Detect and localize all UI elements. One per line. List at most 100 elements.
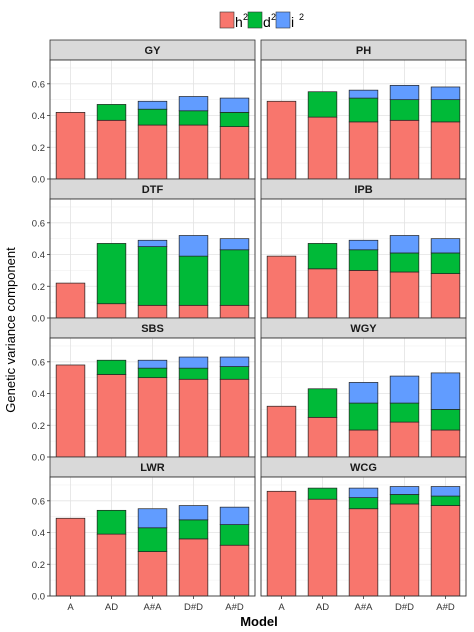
bar-ph-aa-i2 — [348, 89, 379, 99]
bar-dtf-aa-d2 — [137, 246, 168, 306]
bar-dtf-ad-h2 — [219, 304, 250, 319]
y-tick-label: 0.2 — [32, 560, 45, 571]
bar-wcg-ad-h2 — [307, 498, 338, 597]
bar-lwr-ad-h2 — [96, 533, 127, 597]
x-axis-title: Model — [240, 614, 278, 629]
bar-dtf-aa-i2 — [137, 239, 168, 247]
x-tick-label: A#A — [144, 602, 163, 613]
y-tick-label: 0.0 — [32, 175, 45, 186]
bar-lwr-dd-d2 — [178, 519, 209, 540]
y-tick-label: 0.6 — [32, 357, 45, 368]
bar-ph-aa-d2 — [348, 97, 379, 123]
y-tick-label: 0.0 — [32, 453, 45, 464]
bar-wcg-ad-d2 — [307, 487, 338, 500]
bar-sbs-ad-d2 — [96, 359, 127, 375]
bar-wgy-a-h2 — [266, 405, 297, 458]
legend-label: i — [291, 14, 294, 30]
bar-wcg-aa-i2 — [348, 487, 379, 498]
bar-ph-ad-d2 — [307, 91, 338, 118]
bar-dtf-a-h2 — [55, 282, 86, 319]
facet-ph: PH — [260, 39, 467, 180]
bar-ph-dd-h2 — [389, 119, 420, 180]
bar-gy-a-h2 — [55, 112, 86, 180]
legend-label: d — [263, 14, 271, 30]
bar-gy-dd-d2 — [178, 110, 209, 126]
bar-lwr-ad-d2 — [96, 509, 127, 535]
facet-title: SBS — [141, 323, 164, 335]
bar-dtf-dd-h2 — [178, 304, 209, 319]
bar-ipb-ad-h2 — [307, 268, 338, 319]
bar-sbs-dd-i2 — [178, 356, 209, 369]
bar-ipb-ad-d2 — [430, 252, 461, 274]
bar-wgy-ad-d2 — [430, 409, 461, 431]
y-tick-label: 0.0 — [32, 314, 45, 325]
bar-wcg-a-h2 — [266, 490, 297, 597]
bar-wgy-ad-d2 — [307, 388, 338, 418]
bar-sbs-dd-h2 — [178, 378, 209, 458]
y-tick-label: 0.2 — [32, 421, 45, 432]
x-tick-label: D#D — [184, 602, 203, 613]
bar-lwr-a-h2 — [55, 517, 86, 597]
y-tick-label: 0.4 — [32, 111, 45, 122]
bar-wcg-ad-h2 — [430, 505, 461, 597]
bar-dtf-dd-d2 — [178, 255, 209, 306]
bar-lwr-ad-h2 — [219, 544, 250, 597]
y-tick-label: 0.4 — [32, 389, 45, 400]
y-tick-label: 0.6 — [32, 218, 45, 229]
bar-wgy-dd-i2 — [389, 375, 420, 404]
bar-ipb-dd-h2 — [389, 271, 420, 319]
y-tick-label: 0.2 — [32, 282, 45, 293]
x-tick-label: AD — [316, 602, 329, 613]
bar-sbs-ad-i2 — [219, 356, 250, 367]
x-tick-label: A — [67, 602, 74, 613]
facet-title: GY — [145, 45, 162, 57]
bar-ipb-ad-h2 — [430, 273, 461, 319]
x-tick-label: A#D — [225, 602, 244, 613]
bar-sbs-ad-d2 — [219, 366, 250, 380]
bar-gy-ad-d2 — [96, 104, 127, 121]
facet-sbs: SBS 0.0 0.2 0.4 0.6 — [32, 317, 256, 464]
bar-wcg-dd-h2 — [389, 503, 420, 597]
facet-ipb: IPB — [260, 178, 467, 319]
x-tick-label: A — [278, 602, 285, 613]
bar-sbs-aa-h2 — [137, 377, 168, 458]
facet-lwr: LWR 0.0 0.2 0.4 0.6 — [32, 456, 256, 603]
bar-sbs-aa-i2 — [137, 359, 168, 369]
x-axes: A AD A#A D#D A#D A AD A#A D#D A#D — [67, 596, 455, 613]
bar-lwr-aa-h2 — [137, 551, 168, 597]
facet-title: DTF — [142, 184, 164, 196]
bar-dtf-ad-d2 — [96, 243, 127, 305]
bar-lwr-ad-i2 — [219, 506, 250, 525]
legend-label-superscript: 2 — [271, 12, 276, 22]
bar-wgy-aa-h2 — [348, 429, 379, 458]
bar-wgy-dd-h2 — [389, 421, 420, 458]
legend-swatch — [275, 11, 291, 29]
bar-wgy-aa-d2 — [348, 402, 379, 431]
bar-sbs-ad-h2 — [96, 374, 127, 458]
bar-dtf-ad-i2 — [219, 238, 250, 251]
facet-dtf: DTF 0.0 0.2 0.4 0.6 — [32, 178, 256, 325]
bar-lwr-dd-i2 — [178, 505, 209, 521]
legend-label: h — [235, 14, 243, 30]
bar-wcg-aa-d2 — [348, 497, 379, 510]
bar-sbs-dd-d2 — [178, 367, 209, 380]
facet-panels: GY 0.0 0.2 0.4 0.6 PH DTF 0.0 0.2 0.4 0.6 IPB SBS 0.0… — [32, 39, 467, 603]
bar-sbs-ad-h2 — [219, 378, 250, 458]
bar-ipb-ad-i2 — [430, 238, 461, 254]
bar-wgy-dd-d2 — [389, 402, 420, 423]
y-tick-label: 0.6 — [32, 79, 45, 90]
bar-lwr-aa-d2 — [137, 527, 168, 552]
bar-lwr-ad-d2 — [219, 524, 250, 546]
bar-gy-aa-i2 — [137, 100, 168, 110]
bar-wcg-dd-d2 — [389, 494, 420, 505]
bar-sbs-a-h2 — [55, 364, 86, 458]
bar-wcg-ad-d2 — [430, 495, 461, 506]
bar-ipb-dd-i2 — [389, 235, 420, 254]
bar-ph-dd-d2 — [389, 99, 420, 121]
bar-wgy-ad-i2 — [430, 372, 461, 410]
y-tick-label: 0.2 — [32, 143, 45, 154]
bar-sbs-aa-d2 — [137, 367, 168, 379]
